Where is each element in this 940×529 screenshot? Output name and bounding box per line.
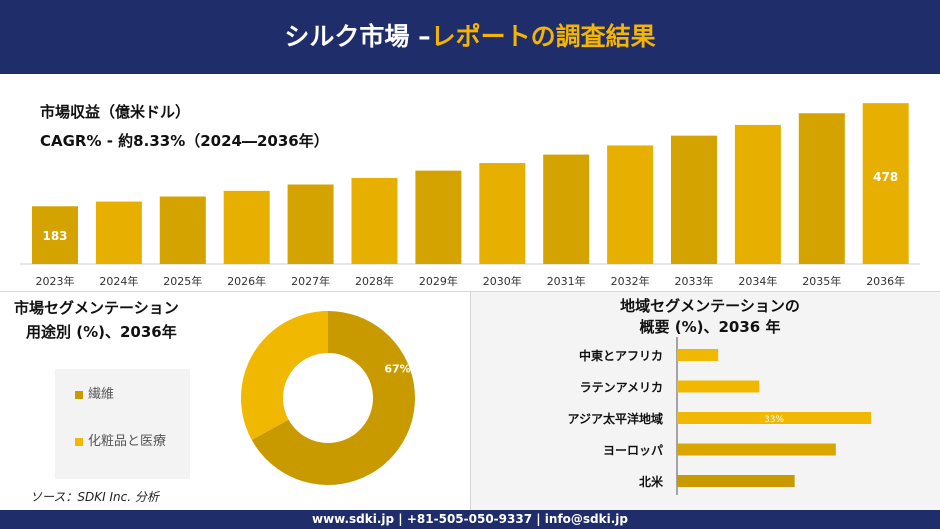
legend-label-textile: 繊維	[88, 387, 115, 402]
bar-data-label: 478	[873, 170, 898, 184]
divider-horizontal	[0, 291, 940, 292]
revenue-bar	[223, 190, 270, 264]
x-tick-label: 2026年	[227, 274, 266, 288]
header-title: シルク市場 –	[284, 22, 431, 51]
revenue-bar	[671, 135, 717, 264]
region-panel	[471, 292, 940, 510]
x-tick-label: 2024年	[99, 274, 138, 288]
divider-vertical	[470, 292, 471, 510]
x-tick-label: 2031年	[547, 274, 586, 288]
x-tick-label: 2027年	[291, 274, 330, 288]
revenue-bar-chart: 2023年 183 2024年 2025年 2026年 2027年 2028年 2029年 20…	[20, 103, 920, 288]
header-banner: シルク市場 –レポートの調査結果	[0, 0, 940, 74]
region-label: ラテンアメリカ	[580, 381, 663, 395]
bar-data-label: 183	[42, 229, 67, 243]
region-label: アジア太平洋地域	[567, 411, 663, 426]
region-data-label: 33%	[764, 415, 784, 425]
region-bar	[677, 349, 719, 361]
x-tick-label: 2029年	[419, 274, 458, 288]
region-bar	[677, 475, 795, 487]
revenue-bar	[479, 163, 526, 264]
region-bar	[677, 443, 836, 456]
segment-title-line2: 用途別 (%)、2036年	[26, 323, 177, 341]
legend-label-cosmetics: 化粧品と医療	[88, 434, 167, 449]
region-label: 北米	[639, 474, 664, 489]
revenue-title: 市場収益（億米ドル）	[40, 103, 191, 121]
region-label: ヨーロッパ	[603, 444, 663, 458]
revenue-bar	[798, 113, 845, 264]
region-bar	[677, 412, 872, 424]
revenue-bar	[32, 206, 78, 264]
x-tick-label: 2028年	[355, 274, 394, 288]
x-tick-label: 2025年	[163, 274, 202, 288]
legend-swatch-cosmetics	[75, 437, 83, 446]
revenue-bar	[351, 177, 398, 264]
source-note: ソース：SDKI Inc. 分析	[30, 490, 159, 504]
cagr-text: CAGR% - 約8.33%（2024―2036年）	[40, 132, 329, 150]
region-title-line1: 地域セグメンテーションの	[620, 297, 800, 315]
legend-item-cosmetics: 化粧品と医療	[75, 430, 166, 449]
region-title: 地域セグメンテーションの 概要 (%)、2036 年	[580, 296, 840, 338]
x-tick-label: 2036年	[866, 274, 905, 288]
revenue-bar	[95, 201, 142, 264]
donut-slice	[251, 311, 415, 485]
revenue-bar	[287, 184, 334, 264]
x-tick-label: 2023年	[36, 274, 75, 288]
x-tick-label: 2035年	[802, 274, 841, 288]
x-tick-label: 2034年	[738, 274, 777, 288]
x-tick-label: 2030年	[483, 274, 522, 288]
revenue-bar	[543, 154, 590, 264]
segment-title: 市場セグメンテーション 用途別 (%)、2036年	[14, 296, 179, 344]
header-title-highlight: レポートの調査結果	[430, 22, 656, 51]
donut-data-label: 67%	[384, 363, 410, 376]
application-donut-chart: 67%	[241, 311, 415, 485]
x-tick-label: 2033年	[675, 274, 714, 288]
segment-title-line1: 市場セグメンテーション	[14, 299, 179, 317]
revenue-bar	[607, 145, 654, 264]
region-label: 中東とアフリカ	[579, 348, 663, 363]
revenue-bar	[734, 124, 781, 265]
legend-item-textile: 繊維	[75, 383, 114, 402]
pie-legend: 繊維 化粧品と医療	[55, 369, 190, 479]
revenue-bar	[862, 103, 909, 265]
x-tick-label: 2032年	[611, 274, 650, 288]
footer-contact: www.sdki.jp | +81-505-050-9337 | info@sd…	[0, 510, 940, 529]
donut-slice	[241, 311, 328, 440]
legend-swatch-textile	[75, 390, 83, 399]
revenue-bar	[415, 170, 462, 264]
region-bar	[677, 380, 760, 393]
revenue-bar	[159, 196, 206, 264]
region-title-line2: 概要 (%)、2036 年	[639, 318, 781, 336]
